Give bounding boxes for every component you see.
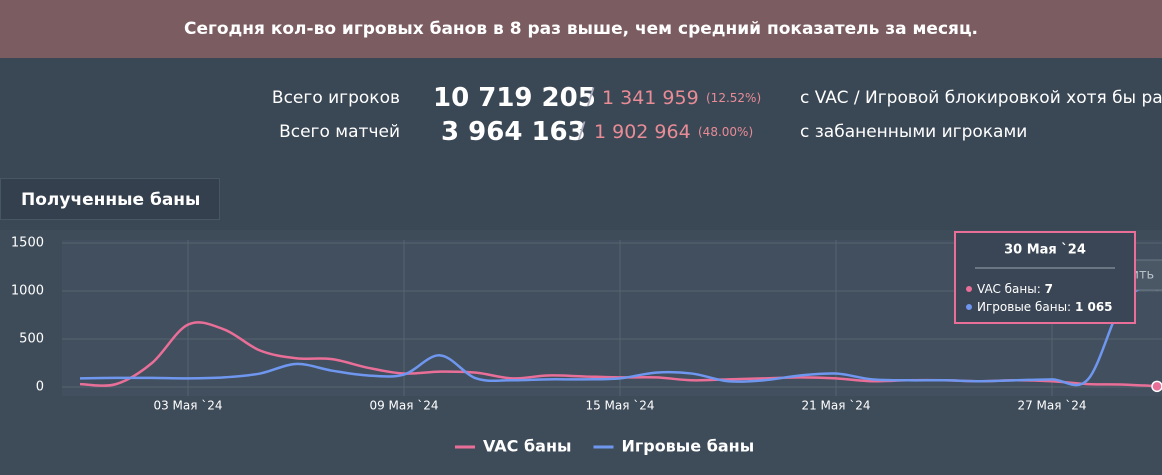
y-tick-label: 500 [19,332,44,347]
stat-total: 3 964 163 [441,117,586,147]
legend-label: Игровые баны [621,437,754,456]
tooltip [954,231,1136,324]
stat-separator: / [587,85,595,110]
stats-row: Всего игроков 10 719 205 / 1 341 959 (12… [0,80,1162,116]
stat-percent: (12.52%) [706,91,762,105]
tooltip-title: 30 Мая `24 [1004,243,1086,258]
x-tick-label: 21 Мая `24 [801,399,870,413]
stat-description: с забаненными игроками [800,122,1028,142]
hover-point [1151,380,1162,393]
stat-total: 10 719 205 [433,83,596,113]
stat-banned: 1 902 964 [594,121,691,143]
x-tick-label: 03 Мая `24 [153,399,222,413]
stat-separator: / [578,119,586,144]
x-tick-label: 15 Мая `24 [585,399,654,413]
stats-row: Всего матчей 3 964 163 / 1 902 964 (48.0… [0,114,1162,150]
tooltip-value: 7 [1045,282,1053,296]
chart-title: Полученные баны [0,178,220,220]
y-tick-label: 1000 [11,284,44,299]
tooltip-marker [966,286,972,292]
y-tick-label: 0 [36,380,44,395]
legend-label: VAC баны [483,437,571,456]
stat-percent: (48.00%) [698,125,754,139]
y-tick-label: 1500 [11,236,44,251]
x-tick-label: 27 Мая `24 [1017,399,1086,413]
stat-label: Всего матчей [279,122,400,142]
tooltip-value: 1 065 [1075,300,1113,314]
banner: Сегодня кол-во игровых банов в 8 раз выш… [0,0,1162,58]
stat-label: Всего игроков [271,88,400,108]
tooltip-label: Игровые баны: [977,300,1071,314]
series-line [79,283,1161,387]
tooltip-item: Игровые баны: 1 065 [977,300,1113,314]
stat-description: с VAC / Игровой блокировкой хотя бы ра [800,88,1162,108]
stat-banned: 1 341 959 [602,87,699,109]
tooltip-marker [966,304,972,310]
x-tick-label: 09 Мая `24 [369,399,438,413]
tooltip-item: VAC баны: 7 [977,282,1053,296]
tooltip-label: VAC баны: [977,282,1041,296]
